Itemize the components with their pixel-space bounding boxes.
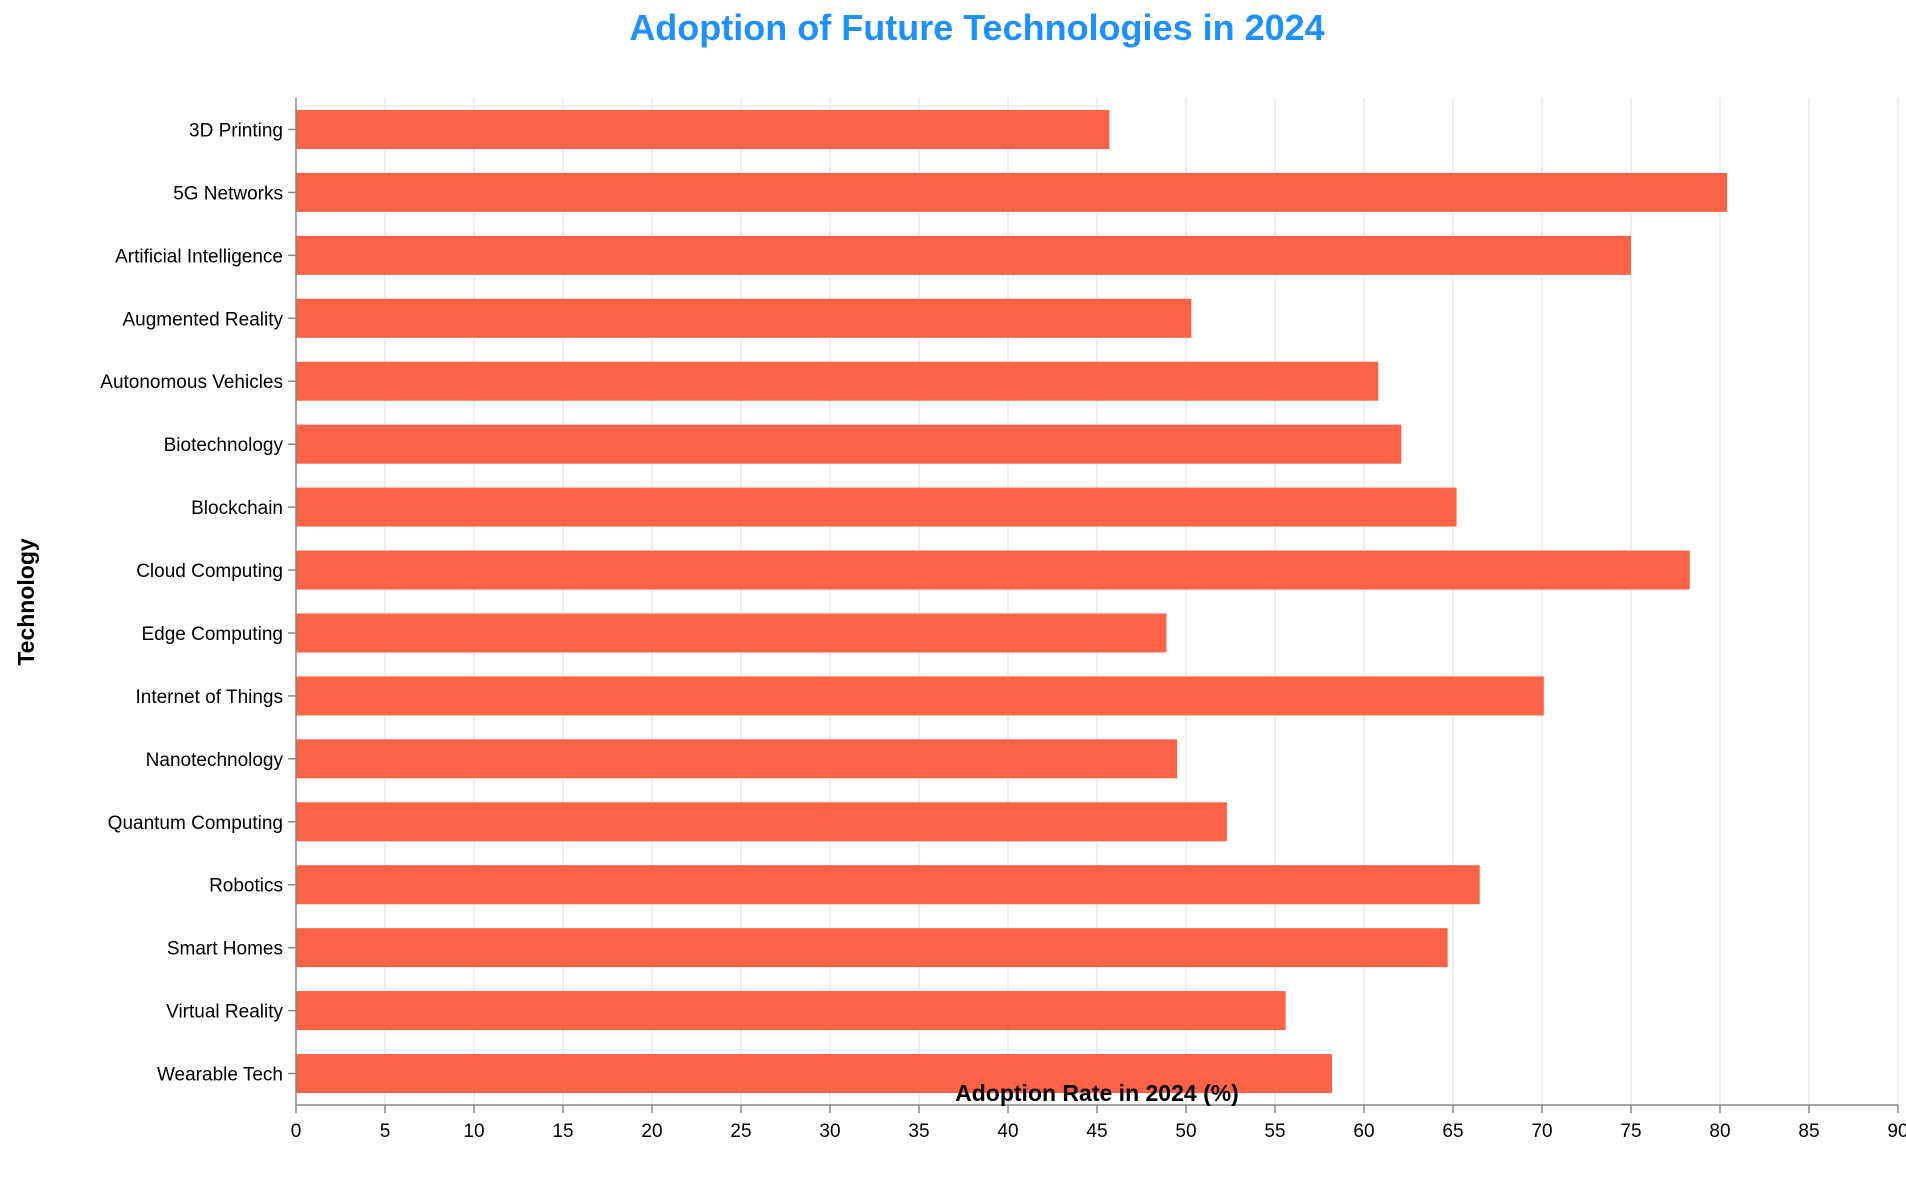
bar-internet-of-things <box>296 676 1544 716</box>
y-axis-title: Technology <box>13 538 39 666</box>
bar-quantum-computing <box>296 802 1227 842</box>
y-tick-label: Biotechnology <box>164 435 284 456</box>
x-tick-label: 55 <box>1264 1121 1285 1142</box>
bar-autonomous-vehicles <box>296 361 1379 401</box>
bar-smart-homes <box>296 928 1448 968</box>
x-tick-label: 35 <box>908 1121 929 1142</box>
y-tick-label: 5G Networks <box>173 183 283 204</box>
bar-5g-networks <box>296 172 1728 212</box>
y-tick-label: Nanotechnology <box>146 750 284 771</box>
x-tick-label: 85 <box>1798 1121 1819 1142</box>
x-tick-label: 45 <box>1086 1121 1107 1142</box>
x-tick-label: 60 <box>1353 1121 1374 1142</box>
y-tick-label: Robotics <box>209 876 283 897</box>
x-tick-label: 75 <box>1620 1121 1641 1142</box>
x-tick-label: 65 <box>1442 1121 1463 1142</box>
x-tick-label: 25 <box>730 1121 751 1142</box>
x-tick-label: 30 <box>819 1121 840 1142</box>
bar-biotechnology <box>296 424 1402 464</box>
y-tick-label: 3D Printing <box>189 120 283 141</box>
y-tick-label: Artificial Intelligence <box>115 246 283 267</box>
bar-artificial-intelligence <box>296 235 1631 275</box>
bar-robotics <box>296 865 1480 905</box>
y-tick-label: Blockchain <box>191 498 283 519</box>
x-tick-label: 70 <box>1531 1121 1552 1142</box>
x-tick-label: 90 <box>1887 1121 1906 1142</box>
x-tick-label: 40 <box>997 1121 1018 1142</box>
y-tick-label: Internet of Things <box>135 687 283 708</box>
y-tick-label: Autonomous Vehicles <box>100 372 283 393</box>
x-axis-title: Adoption Rate in 2024 (%) <box>955 1080 1239 1106</box>
x-tick-label: 10 <box>463 1121 484 1142</box>
x-tick-label: 15 <box>552 1121 573 1142</box>
axes: 3D Printing 5G Networks Artificial Intelli… <box>100 98 1906 1142</box>
bar-3d-printing <box>296 109 1110 149</box>
y-tick-label: Virtual Reality <box>166 1002 283 1023</box>
chart-title: Adoption of Future Technologies in 2024 <box>629 7 1324 48</box>
y-tick-label: Wearable Tech <box>157 1065 283 1086</box>
x-tick-label: 80 <box>1709 1121 1730 1142</box>
x-tick-label: 0 <box>291 1121 302 1142</box>
bar-blockchain <box>296 487 1457 527</box>
x-tick-label: 20 <box>641 1121 662 1142</box>
y-tick-label: Cloud Computing <box>136 561 283 582</box>
x-tick-label: 50 <box>1175 1121 1196 1142</box>
x-tick-label: 5 <box>380 1121 391 1142</box>
y-tick-label: Augmented Reality <box>122 309 283 330</box>
y-tick-label: Edge Computing <box>141 624 283 645</box>
bar-edge-computing <box>296 613 1167 653</box>
bar-augmented-reality <box>296 298 1192 338</box>
bar-virtual-reality <box>296 991 1286 1031</box>
bar-nanotechnology <box>296 739 1178 779</box>
bar-cloud-computing <box>296 550 1690 590</box>
bar-wearable-tech <box>296 1054 1332 1094</box>
bars <box>296 109 1728 1094</box>
y-tick-label: Quantum Computing <box>108 813 283 834</box>
y-tick-label: Smart Homes <box>167 939 283 960</box>
